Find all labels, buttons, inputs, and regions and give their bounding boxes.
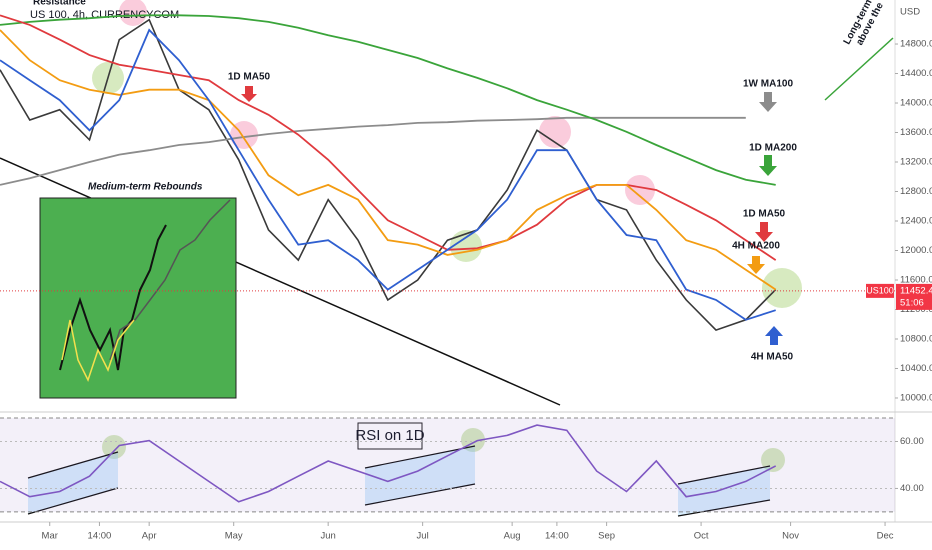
- y-tick-label: 14400.00: [900, 68, 932, 79]
- y-tick-label: 10800.00: [900, 334, 932, 345]
- x-tick-label: Jul: [417, 531, 429, 542]
- last-price: 11452.4: [900, 285, 932, 296]
- series-label: 4H MA200: [732, 241, 780, 252]
- y-tick-label: 10400.00: [900, 363, 932, 374]
- x-tick-label: Jun: [321, 531, 336, 542]
- x-tick-label: Nov: [782, 531, 799, 542]
- symbol-tag: US100: [866, 285, 894, 295]
- countdown: 51:06: [900, 297, 924, 308]
- y-tick-label: 12400.00: [900, 216, 932, 227]
- x-tick-label: Apr: [142, 531, 157, 542]
- series-label: 4H MA50: [751, 352, 794, 363]
- arrow: [759, 155, 777, 176]
- arrow: [755, 222, 773, 242]
- arrow: [747, 256, 765, 274]
- rsi-channel: [365, 446, 475, 505]
- arrow: [765, 326, 783, 345]
- series-line: [0, 14, 777, 261]
- rsi-band: [0, 418, 895, 512]
- resistance-circle: [539, 116, 571, 148]
- symbol-tag-bg: [866, 283, 894, 298]
- x-tick-label: Oct: [694, 531, 709, 542]
- channel-line: [364, 445, 476, 469]
- rsi-channels: [27, 445, 771, 517]
- y-tick-label: 12000.00: [900, 245, 932, 256]
- channel-line: [677, 465, 771, 485]
- last-price-bg: [896, 283, 932, 310]
- y-tick-label: 14800.00: [900, 39, 932, 50]
- y-tick-label: 40.00: [900, 483, 924, 494]
- channel-line: [27, 487, 119, 515]
- rebound-circle: [762, 268, 802, 308]
- annotation: 1D MA50: [228, 72, 271, 83]
- series-line: [0, 116, 746, 186]
- series-label: 1D MA50: [743, 209, 786, 220]
- series-label: 1D MA200: [749, 143, 797, 154]
- x-tick-label: 14:00: [545, 531, 569, 542]
- long-term-line: [824, 37, 894, 101]
- series-line: [0, 18, 777, 332]
- rsi-channel: [28, 452, 118, 514]
- x-tick-label: 14:00: [88, 531, 112, 542]
- resistance-circle: [625, 175, 655, 205]
- y-tick-label: 13600.00: [900, 127, 932, 138]
- rsi-title-box: [357, 422, 423, 450]
- series-line: [0, 29, 777, 291]
- series-line: [0, 14, 776, 186]
- x-tick-label: Aug: [504, 531, 521, 542]
- inset-line: [61, 319, 135, 382]
- channel-line: [364, 483, 476, 506]
- y-tick-label: 11600.00: [900, 275, 932, 286]
- annotation: Medium-term Rebounds: [88, 182, 203, 193]
- x-tick-label: Mar: [42, 531, 58, 542]
- inset-line: [59, 224, 167, 371]
- channel-line: [27, 451, 119, 479]
- series-label: 1W MA100: [743, 79, 793, 90]
- arrow: [759, 92, 777, 112]
- currency: USD: [900, 7, 920, 18]
- y-tick-label: 13200.00: [900, 157, 932, 168]
- rsi-circle: [102, 435, 126, 459]
- resistance-circle: [119, 0, 147, 26]
- arrows: [241, 86, 783, 345]
- channel-line: [677, 499, 771, 517]
- inset-line: [109, 199, 231, 361]
- highlights: [92, 0, 802, 472]
- arrow: [241, 86, 257, 102]
- inset: [39, 197, 237, 399]
- y-tick-label: 60.00: [900, 436, 924, 447]
- series-line: [0, 424, 777, 503]
- x-tick-label: Dec: [877, 531, 894, 542]
- rsi-title: RSI on 1D: [355, 427, 424, 444]
- y-tick-label: 12800.00: [900, 186, 932, 197]
- y-tick-label: 10000.00: [900, 392, 932, 403]
- symbol: US 100, 4h, CURRENCYCOM: [30, 9, 179, 21]
- y-tick-label: 14000.00: [900, 98, 932, 109]
- annotation: Resistance: [33, 0, 86, 8]
- x-tick-label: May: [225, 531, 243, 542]
- x-tick-label: Sep: [598, 531, 615, 542]
- series-line: [0, 28, 776, 321]
